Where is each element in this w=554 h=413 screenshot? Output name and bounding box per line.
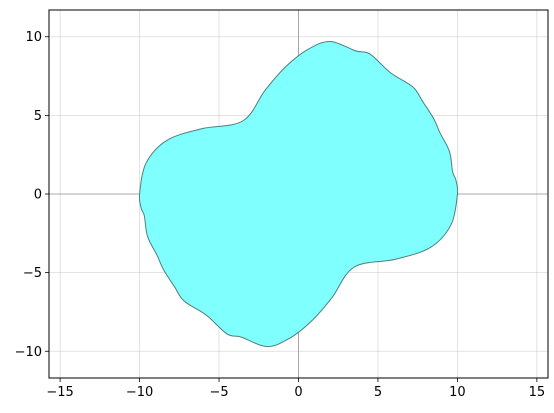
x-tick-label: 0 bbox=[294, 385, 302, 400]
y-tick-label: 10 bbox=[25, 30, 42, 45]
y-tick-label: 0 bbox=[34, 188, 42, 203]
y-tick-label: −10 bbox=[15, 345, 42, 360]
x-tick-label: 15 bbox=[529, 385, 546, 400]
x-tick-label: 5 bbox=[374, 385, 382, 400]
x-tick-label: 10 bbox=[449, 385, 466, 400]
filled-shape bbox=[139, 41, 457, 346]
x-tick-label: −10 bbox=[126, 385, 153, 400]
y-tick-label: −5 bbox=[23, 266, 42, 281]
x-tick-label: −5 bbox=[209, 385, 228, 400]
x-tick-label: −15 bbox=[46, 385, 73, 400]
y-tick-label: 5 bbox=[34, 109, 42, 124]
